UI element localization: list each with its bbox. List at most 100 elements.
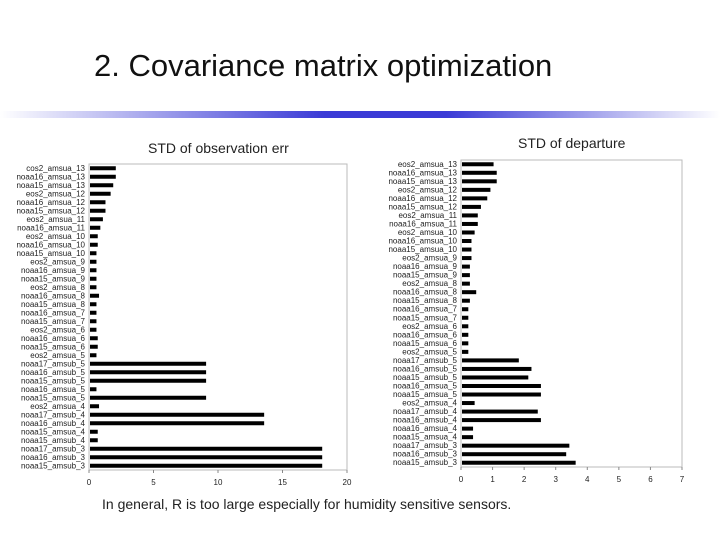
x-tick-label: 5	[151, 478, 156, 487]
category-label: eos2_amsua_10	[26, 232, 86, 241]
category-label: eos2_amsua_6	[30, 325, 85, 334]
bar	[90, 412, 265, 417]
category-label: noaa15_amsua_6	[21, 342, 86, 351]
category-label: eos2_amsua_12	[26, 189, 86, 198]
category-label: noaa15_amsua_10	[388, 245, 457, 254]
category-label: noaa16_amsua_10	[388, 237, 457, 246]
category-label: noaa17_amsub_4	[21, 410, 86, 419]
bar	[90, 183, 114, 188]
category-label: eos2_amsua_13	[398, 160, 458, 169]
category-label: noaa16_amsua_4	[393, 424, 458, 433]
bar	[90, 395, 207, 400]
slide-title: 2. Covariance matrix optimization	[94, 48, 553, 83]
x-tick-label: 0	[87, 478, 92, 487]
bar	[90, 217, 103, 222]
category-label: noaa17_amsub_5	[21, 359, 86, 368]
bar	[90, 259, 97, 264]
bar	[462, 452, 567, 457]
category-label: eos2_amsua_9	[402, 254, 457, 263]
category-label: noaa15_amsua_5	[393, 390, 458, 399]
category-label: noaa16_amsua_6	[21, 334, 86, 343]
bar	[90, 446, 323, 451]
category-label: noaa15_amsua_7	[21, 317, 86, 326]
category-label: eos2_amsua_4	[402, 399, 457, 408]
right-chart-title: STD of departure	[518, 135, 626, 151]
category-label: noaa15_amsua_4	[393, 433, 458, 442]
bar	[462, 179, 497, 184]
category-label: noaa16_amsub_5	[21, 368, 86, 377]
category-label: noaa15_amsua_6	[393, 339, 458, 348]
bar	[90, 208, 106, 213]
category-label: noaa16_amsua_13	[16, 172, 85, 181]
bar	[90, 293, 100, 298]
category-label: noaa15_amsua_8	[21, 300, 86, 309]
category-label: noaa15_amsua_12	[16, 206, 85, 215]
bar	[90, 234, 98, 239]
category-label: noaa15_amsua_13	[388, 177, 457, 186]
category-label: noaa15_amsua_9	[393, 271, 458, 280]
bar	[90, 336, 98, 341]
category-label: eos2_amsua_8	[30, 283, 85, 292]
x-tick-label: 1	[490, 475, 495, 484]
plot-frame	[460, 159, 683, 468]
category-label: noaa15_amsua_7	[393, 313, 458, 322]
bar	[90, 404, 100, 409]
bar	[90, 370, 207, 375]
bar	[462, 239, 472, 244]
bar	[462, 204, 481, 209]
category-label: noaa16_amsub_4	[21, 419, 86, 428]
category-label: noaa16_amsua_13	[388, 168, 457, 177]
bar	[462, 273, 470, 278]
category-label: noaa16_amsua_8	[393, 288, 458, 297]
bar	[462, 307, 469, 312]
category-label: noaa17_amsub_3	[393, 441, 458, 450]
bar	[462, 443, 570, 448]
category-label: eos2_amsua_5	[402, 347, 457, 356]
bar	[90, 285, 97, 290]
footnote: In general, R is too large especially fo…	[102, 496, 512, 512]
bar	[462, 162, 494, 167]
bar	[462, 409, 538, 414]
bar	[462, 187, 491, 192]
bar	[90, 421, 265, 426]
bar	[462, 298, 470, 303]
category-label: noaa15_amsua_5	[21, 393, 86, 402]
category-label: noaa16_amsua_9	[393, 262, 458, 271]
category-label: noaa16_amsua_11	[17, 223, 85, 232]
bar	[462, 213, 478, 218]
title-underline	[0, 111, 720, 118]
bar	[90, 200, 106, 205]
bar	[462, 366, 532, 371]
bar	[462, 375, 529, 380]
category-label: noaa15_amsua_12	[388, 202, 457, 211]
bar	[462, 332, 469, 337]
bar	[462, 358, 519, 363]
x-tick-label: 2	[522, 475, 527, 484]
category-label: noaa16_amsua_7	[21, 308, 86, 317]
category-label: noaa15_amsub_3	[393, 458, 458, 467]
category-label: noaa16_amsua_7	[393, 305, 458, 314]
bar	[90, 268, 97, 273]
bar	[462, 341, 469, 346]
bar	[462, 221, 478, 226]
bar	[462, 418, 541, 423]
bar	[90, 429, 98, 434]
category-label: noaa16_amsub_3	[21, 453, 86, 462]
bar	[462, 230, 475, 235]
observation-error-chart: cos2_amsua_13noaa16_amsua_13noaa15_amsua…	[16, 163, 352, 487]
category-label: eos2_amsua_10	[398, 228, 458, 237]
x-tick-label: 20	[343, 478, 352, 487]
category-label: eos2_amsua_9	[30, 257, 85, 266]
category-label: noaa15_amsua_13	[16, 181, 85, 190]
bar	[90, 353, 97, 358]
category-label: noaa17_amsub_4	[393, 407, 458, 416]
category-label: noaa16_amsub_4	[393, 416, 458, 425]
left-chart-title: STD of observation err	[148, 140, 289, 156]
category-label: eos2_amsua_4	[30, 402, 85, 411]
bar	[462, 383, 541, 388]
bar	[90, 344, 98, 349]
bar	[462, 264, 470, 269]
x-tick-label: 4	[585, 475, 590, 484]
x-tick-label: 10	[214, 478, 223, 487]
category-label: eos2_amsua_5	[30, 351, 85, 360]
